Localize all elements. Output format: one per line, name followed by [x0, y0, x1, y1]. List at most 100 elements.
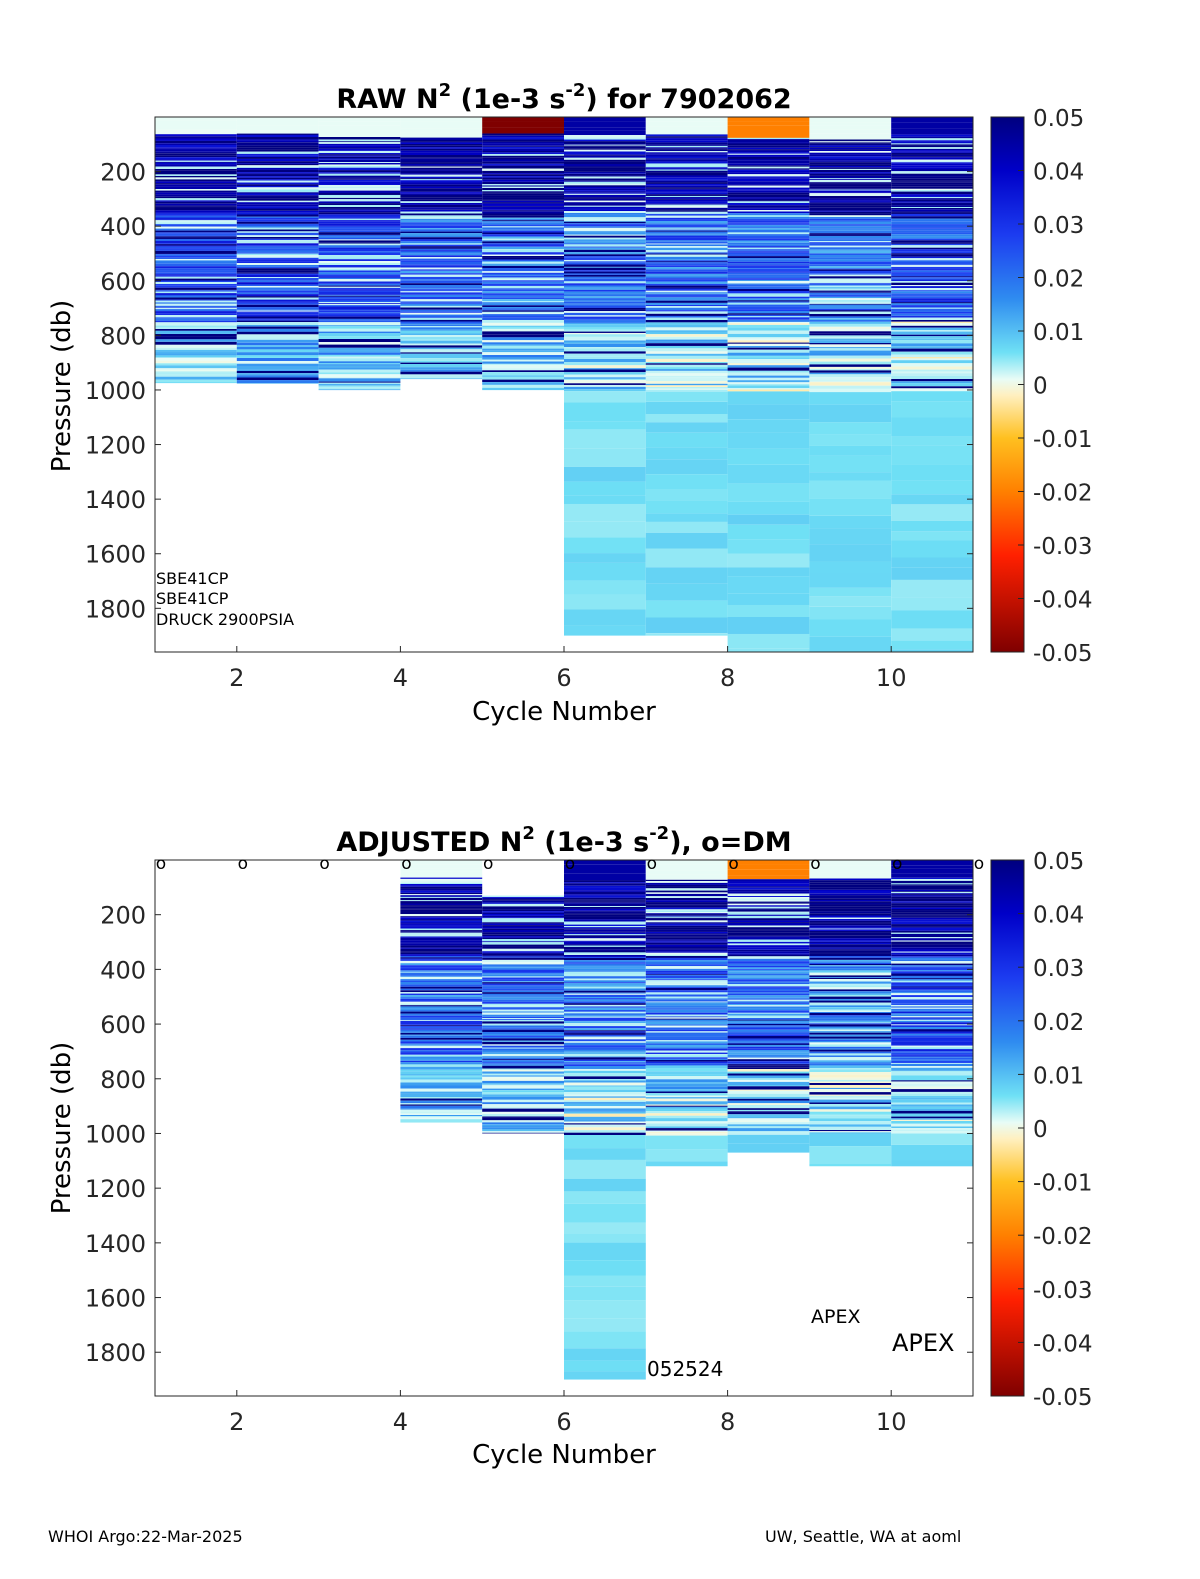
heatmap-cell [809, 890, 892, 892]
heatmap-cell [891, 1063, 973, 1064]
heatmap-cell [645, 956, 728, 958]
heatmap-cell [318, 156, 401, 159]
heatmap-cell [482, 184, 564, 186]
heatmap-cell [645, 1005, 728, 1008]
heatmap-cell [318, 361, 401, 364]
heatmap-cell [236, 186, 319, 188]
heatmap-cell [891, 202, 973, 206]
heatmap-cell [236, 266, 319, 269]
heatmap-cell [645, 158, 728, 160]
heatmap-cell [809, 152, 892, 155]
heatmap-cell [645, 513, 728, 522]
heatmap-cell [809, 193, 892, 196]
heatmap-cell [318, 298, 401, 301]
heatmap-cell [482, 229, 564, 231]
heatmap-cell [564, 303, 646, 305]
heatmap-cell [645, 391, 728, 402]
heatmap-cell [891, 240, 973, 243]
heatmap-cell [809, 229, 892, 231]
heatmap-cell [400, 919, 483, 921]
heatmap-cell [727, 372, 810, 376]
heatmap-cell [564, 940, 646, 942]
heatmap-cell [564, 239, 646, 242]
heatmap-cell [645, 898, 728, 901]
colorbar-tick-label: 0.02 [1033, 267, 1084, 293]
heatmap-cell [564, 1092, 646, 1095]
heatmap-cell [482, 246, 564, 249]
heatmap-cell [155, 326, 237, 329]
heatmap-cell [482, 900, 564, 903]
heatmap-cell [645, 334, 728, 337]
heatmap-cell [400, 971, 483, 973]
heatmap-cell [482, 964, 564, 967]
heatmap-cell [727, 291, 810, 294]
heatmap-cell [891, 520, 973, 532]
heatmap-cell [645, 1101, 728, 1105]
heatmap-cell [482, 974, 564, 977]
heatmap-cell [727, 182, 810, 185]
heatmap-cell [236, 121, 319, 126]
heatmap-cell [809, 906, 892, 909]
heatmap-cell [809, 268, 892, 270]
heatmap-cell [727, 925, 810, 928]
heatmap-cell [564, 183, 646, 186]
heatmap-cell [236, 125, 319, 131]
heatmap-cell [482, 1088, 564, 1091]
heatmap-cell [400, 355, 483, 359]
heatmap-cell [809, 139, 892, 142]
heatmap-cell [482, 308, 564, 310]
heatmap-cell [482, 211, 564, 214]
heatmap-cell [891, 917, 973, 920]
heatmap-cell [809, 422, 892, 435]
heatmap-cell [482, 238, 564, 241]
heatmap-cell [236, 235, 319, 238]
heatmap-cell [564, 1047, 646, 1050]
heatmap-cell [727, 923, 810, 926]
heatmap-cell [891, 967, 973, 971]
heatmap-cell [400, 262, 483, 265]
heatmap-cell [645, 879, 728, 882]
heatmap-cell [645, 211, 728, 214]
heatmap-cell [809, 168, 892, 170]
heatmap-cell [155, 219, 237, 221]
heatmap-cell [891, 1063, 973, 1067]
heatmap-cell [564, 880, 646, 883]
heatmap-cell [564, 1113, 646, 1117]
heatmap-cell [236, 272, 319, 274]
heatmap-cell [645, 388, 728, 390]
heatmap-cell [809, 303, 892, 305]
heatmap-cell [564, 311, 646, 313]
heatmap-cell [482, 363, 564, 365]
heatmap-cell [400, 291, 483, 293]
heatmap-cell [809, 1020, 892, 1023]
heatmap-cell [482, 331, 564, 335]
heatmap-cell [645, 367, 728, 370]
heatmap-cell [645, 1086, 728, 1090]
heatmap-cell [400, 942, 483, 944]
heatmap-cell [891, 227, 973, 229]
heatmap-cell [645, 290, 728, 293]
heatmap-cell [645, 1040, 728, 1042]
heatmap-cell [809, 959, 892, 962]
heatmap-cell [564, 986, 646, 989]
heatmap-cell [482, 1012, 564, 1015]
heatmap-cell [400, 908, 483, 910]
x-tick-label: 10 [876, 1408, 907, 1436]
heatmap-cell [318, 385, 401, 388]
heatmap-cell [318, 173, 401, 176]
heatmap-cell [236, 361, 319, 364]
heatmap-cell [400, 1091, 483, 1094]
heatmap-cell [727, 1079, 810, 1082]
heatmap-cell [891, 932, 973, 934]
heatmap-cell [645, 387, 728, 389]
heatmap-cell [809, 987, 892, 990]
heatmap-cell [400, 1043, 483, 1045]
heatmap-cell [564, 914, 646, 917]
heatmap-cell [809, 185, 892, 187]
heatmap-cell [482, 291, 564, 294]
heatmap-cell [727, 1022, 810, 1025]
heatmap-cell [809, 369, 892, 371]
heatmap-cell [809, 125, 892, 130]
heatmap-cell [400, 924, 483, 926]
heatmap-cell [236, 355, 319, 358]
